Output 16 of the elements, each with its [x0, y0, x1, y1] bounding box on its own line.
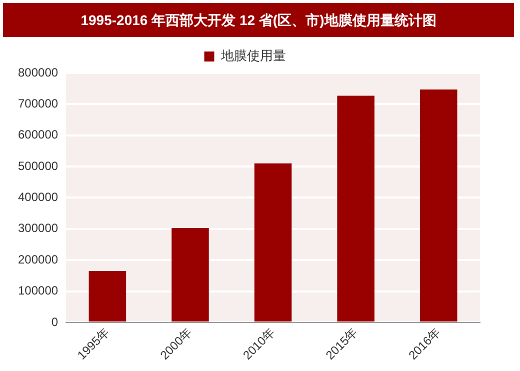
bar [88, 271, 126, 322]
y-tick-label: 400000 [18, 190, 58, 204]
bar [254, 163, 292, 322]
y-tick-label: 500000 [18, 158, 58, 173]
y-tick-label: 800000 [18, 65, 58, 80]
y-tick-label: 0 [51, 314, 58, 329]
y-tick-label: 600000 [18, 128, 58, 142]
bar [337, 96, 374, 322]
chart-title: 1995-2016 年西部大开发 12 省(区、市)地膜使用量统计图 [3, 3, 514, 37]
legend-label: 地膜使用量 [220, 48, 286, 64]
y-tick-label: 200000 [18, 252, 58, 266]
bar [420, 90, 458, 322]
bar [172, 228, 209, 322]
y-tick-label: 100000 [18, 284, 58, 298]
y-tick-label: 300000 [18, 221, 58, 236]
y-tick-label: 700000 [18, 96, 58, 110]
